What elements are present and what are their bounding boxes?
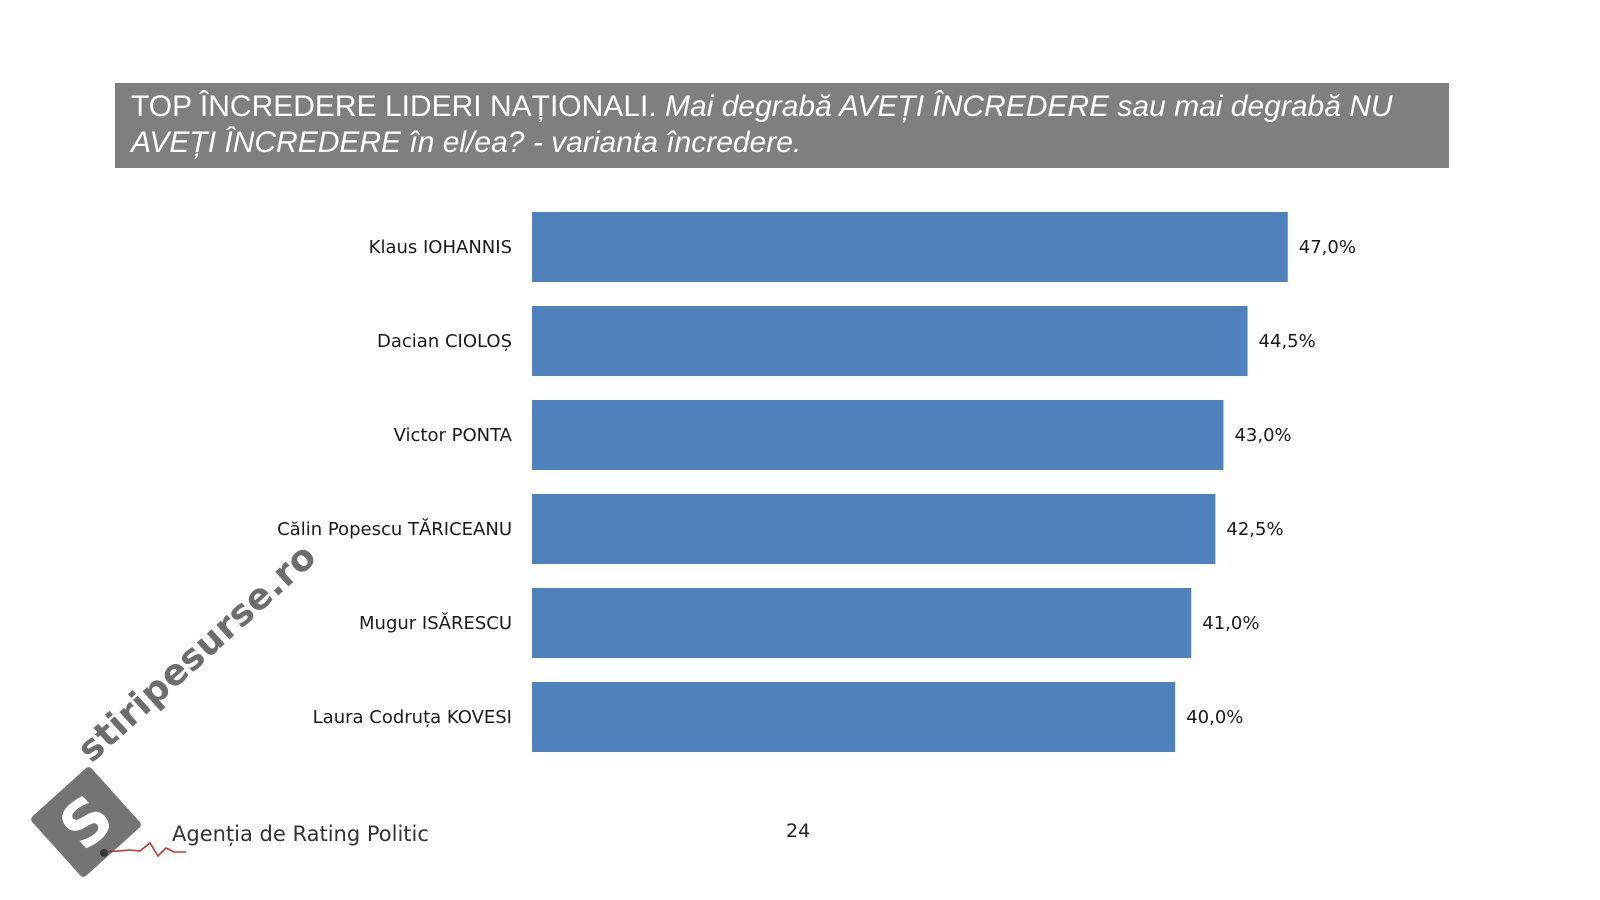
category-label-4: Mugur ISĂRESCU xyxy=(359,612,512,634)
value-label-5: 40,0% xyxy=(1186,707,1243,728)
value-label-3: 42,5% xyxy=(1226,519,1283,540)
category-label-2: Victor PONTA xyxy=(394,425,513,446)
category-label-1: Dacian CIOLOȘ xyxy=(377,331,512,352)
value-label-4: 41,0% xyxy=(1202,613,1259,634)
footer-agency: Agenția de Rating Politic xyxy=(172,822,429,846)
bar-3 xyxy=(532,494,1216,564)
category-label-3: Călin Popescu TĂRICEANU xyxy=(277,518,512,540)
value-label-0: 47,0% xyxy=(1299,237,1356,258)
value-label-2: 43,0% xyxy=(1234,425,1291,446)
page-number: 24 xyxy=(786,820,811,842)
bar-0 xyxy=(532,212,1288,282)
chart-subtitle-question: Mai degrabă AVEȚI ÎNCREDERE sau mai degr… xyxy=(131,90,1393,159)
bar-2 xyxy=(532,400,1224,470)
category-label-0: Klaus IOHANNIS xyxy=(369,237,512,258)
bar-1 xyxy=(532,306,1248,376)
bar-5 xyxy=(532,682,1176,752)
chart-title: TOP ÎNCREDERE LIDERI NAȚIONALI. xyxy=(131,90,657,123)
chart-title-box: TOP ÎNCREDERE LIDERI NAȚIONALI. Mai degr… xyxy=(115,83,1449,168)
bar-4 xyxy=(532,588,1192,658)
value-label-1: 44,5% xyxy=(1259,331,1316,352)
category-label-5: Laura Codruța KOVESI xyxy=(313,707,512,728)
